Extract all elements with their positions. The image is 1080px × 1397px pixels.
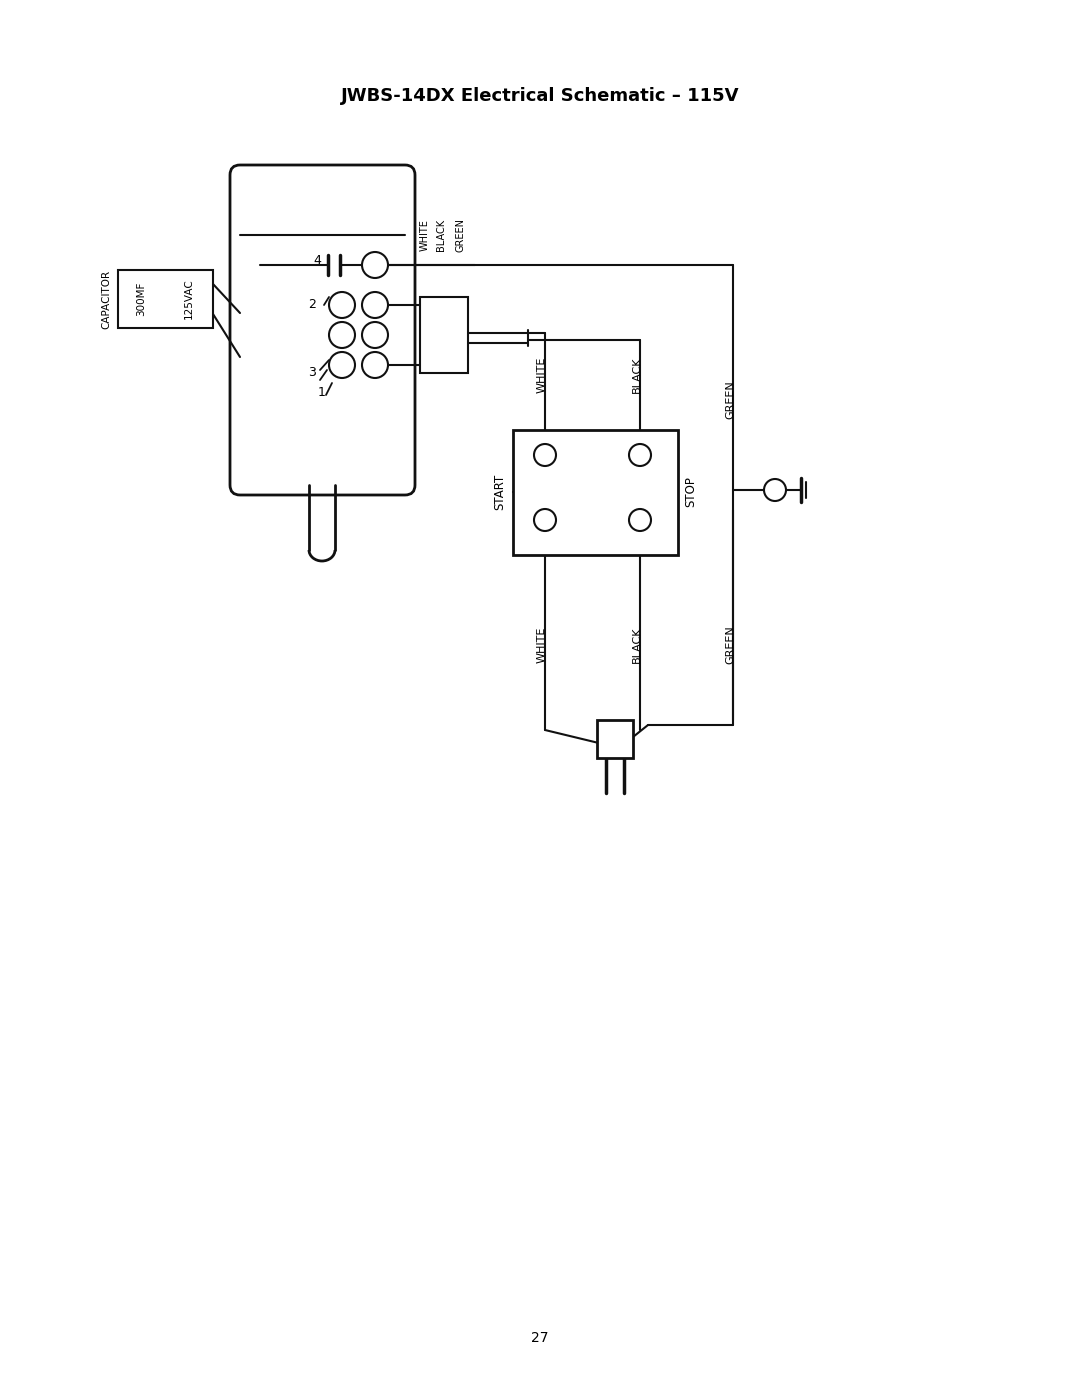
Circle shape xyxy=(329,292,355,319)
Circle shape xyxy=(362,321,388,348)
Circle shape xyxy=(362,352,388,379)
Circle shape xyxy=(629,509,651,531)
Text: START: START xyxy=(494,474,507,510)
Text: JWBS-14DX Electrical Schematic – 115V: JWBS-14DX Electrical Schematic – 115V xyxy=(341,87,739,105)
Text: WHITE: WHITE xyxy=(537,627,546,664)
Circle shape xyxy=(629,444,651,467)
Text: GREEN: GREEN xyxy=(725,380,735,419)
FancyBboxPatch shape xyxy=(230,165,415,495)
Bar xyxy=(420,298,468,373)
Text: 2: 2 xyxy=(308,299,316,312)
Bar xyxy=(597,719,633,759)
Circle shape xyxy=(534,509,556,531)
Circle shape xyxy=(362,251,388,278)
Circle shape xyxy=(329,352,355,379)
Text: GREEN: GREEN xyxy=(456,218,465,251)
Text: WHITE: WHITE xyxy=(420,219,430,251)
Circle shape xyxy=(534,444,556,467)
Text: 3: 3 xyxy=(308,366,316,380)
Text: 125VAC: 125VAC xyxy=(184,278,194,320)
Text: 1: 1 xyxy=(319,387,326,400)
Circle shape xyxy=(764,479,786,502)
Text: STOP: STOP xyxy=(685,476,698,507)
Bar xyxy=(513,430,678,555)
Bar xyxy=(118,270,213,328)
Text: 27: 27 xyxy=(531,1331,549,1345)
Circle shape xyxy=(329,321,355,348)
Text: CAPACITOR: CAPACITOR xyxy=(102,270,111,328)
Text: WHITE: WHITE xyxy=(537,356,546,393)
Text: 4: 4 xyxy=(313,253,321,267)
Text: GREEN: GREEN xyxy=(725,626,735,665)
Text: BLACK: BLACK xyxy=(436,219,446,251)
Circle shape xyxy=(362,292,388,319)
Text: BLACK: BLACK xyxy=(632,627,642,664)
Text: BLACK: BLACK xyxy=(632,356,642,393)
Text: 300MF: 300MF xyxy=(136,282,146,316)
